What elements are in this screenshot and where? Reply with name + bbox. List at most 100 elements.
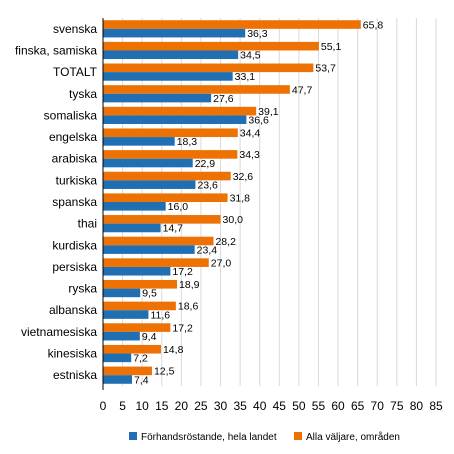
bar-forhandsrostande-engelska (103, 137, 175, 146)
bar-alla-valjare-vietnamesiska (103, 323, 171, 332)
bar-forhandsrostande-svenska (103, 28, 246, 38)
value-label-alla-valjare-totalt: 53,7 (315, 63, 336, 75)
bar-alla-valjare-finska-samiska (103, 41, 319, 51)
bar-alla-valjare-estniska (103, 366, 152, 376)
category-label-albanska: albanska (49, 303, 97, 317)
bar-alla-valjare-albanska (103, 301, 176, 311)
value-label-alla-valjare-kinesiska: 14,8 (163, 344, 184, 356)
value-label-forhandsrostande-kinesiska: 7,2 (133, 353, 148, 365)
x-tick-label-25: 25 (194, 399, 208, 413)
bar-alla-valjare-persiska (103, 258, 209, 267)
bar-forhandsrostande-kinesiska (103, 353, 132, 363)
value-label-forhandsrostande-spanska: 16,0 (168, 201, 189, 213)
bar-alla-valjare-kurdiska (103, 236, 214, 246)
value-label-forhandsrostande-thai: 14,7 (163, 223, 184, 235)
x-tick-label-20: 20 (175, 399, 189, 413)
x-tick-label-35: 35 (233, 399, 247, 413)
x-tick-label-10: 10 (135, 399, 149, 413)
value-label-alla-valjare-arabiska: 34,3 (239, 149, 260, 161)
bar-forhandsrostande-persiska (103, 266, 171, 276)
value-label-alla-valjare-spanska: 31,8 (230, 193, 251, 205)
value-label-alla-valjare-tyska: 47,7 (292, 84, 313, 96)
category-label-persiska: persiska (52, 260, 97, 274)
x-tick-label-40: 40 (253, 399, 267, 413)
bar-alla-valjare-tyska (103, 85, 290, 94)
x-tick-label-50: 50 (292, 399, 306, 413)
category-label-kurdiska: kurdiska (52, 238, 97, 252)
category-label-totalt: TOTALT (53, 65, 98, 79)
bar-alla-valjare-svenska (103, 20, 361, 29)
value-label-forhandsrostande-kurdiska: 23,4 (197, 244, 218, 256)
bar-forhandsrostande-vietnamesiska (103, 331, 140, 341)
x-tick-label-65: 65 (351, 399, 365, 413)
x-tick-label-80: 80 (410, 399, 424, 413)
value-label-forhandsrostande-tyska: 27,6 (213, 93, 234, 105)
x-axis: 0 5 10 15 20 25 30 35 40 45 50 55 60 65 70 75 80 85 (100, 18, 443, 413)
category-label-thai: thai (78, 217, 97, 231)
bars (103, 20, 361, 384)
value-label-forhandsrostande-engelska: 18,3 (177, 136, 198, 148)
bar-forhandsrostande-thai (103, 223, 161, 233)
value-label-forhandsrostande-arabiska: 22,9 (195, 158, 216, 170)
x-tick-label-85: 85 (429, 399, 443, 413)
bar-forhandsrostande-albanska (103, 310, 149, 319)
value-label-alla-valjare-vietnamesiska: 17,2 (172, 322, 193, 334)
x-tick-label-70: 70 (371, 399, 385, 413)
bar-alla-valjare-kinesiska (103, 344, 161, 354)
value-label-forhandsrostande-vietnamesiska: 9,4 (142, 331, 157, 343)
legend-label-alla-valjare: Alla väljare, områden (306, 431, 400, 443)
value-label-forhandsrostande-persiska: 17,2 (172, 266, 193, 278)
value-label-alla-valjare-thai: 30,0 (223, 214, 244, 226)
category-label-arabiska: arabiska (52, 152, 98, 166)
bar-forhandsrostande-finska-samiska (103, 50, 239, 60)
bar-alla-valjare-ryska (103, 279, 178, 289)
x-tick-label-60: 60 (331, 399, 345, 413)
legend-swatch-alla-valjare (294, 432, 302, 440)
category-label-vietnamesiska: vietnamesiska (21, 325, 97, 339)
legend-swatch-forhandsrostande (129, 432, 137, 440)
value-label-forhandsrostande-ryska: 9,5 (142, 288, 157, 300)
legend-label-forhandsrostande: Förhandsröstande, hela landet (141, 432, 277, 443)
value-label-forhandsrostande-totalt: 33,1 (235, 71, 256, 83)
value-label-alla-valjare-finska-samiska: 55,1 (321, 41, 342, 53)
bar-forhandsrostande-tyska (103, 93, 212, 103)
bar-forhandsrostande-turkiska (103, 180, 196, 189)
value-label-forhandsrostande-somaliska: 36,6 (248, 115, 269, 127)
bar-forhandsrostande-spanska (103, 202, 166, 211)
x-tick-label-30: 30 (214, 399, 228, 413)
value-label-alla-valjare-kurdiska: 28,2 (215, 236, 236, 248)
x-tick-label-45: 45 (273, 399, 287, 413)
bar-alla-valjare-totalt (103, 63, 314, 73)
legend: Förhandsröstande, hela landet Alla välja… (129, 431, 400, 443)
x-tick-label-0: 0 (100, 399, 107, 413)
category-label-finska-samiska: finska, samiska (15, 43, 97, 57)
value-label-alla-valjare-somaliska: 39,1 (258, 106, 279, 118)
value-label-forhandsrostande-albanska: 11,6 (150, 309, 170, 321)
value-label-forhandsrostande-finska-samiska: 34,5 (240, 50, 261, 62)
bar-alla-valjare-arabiska (103, 150, 238, 159)
value-label-alla-valjare-turkiska: 32,6 (233, 171, 254, 183)
category-label-engelska: engelska (49, 130, 97, 144)
bar-forhandsrostande-estniska (103, 375, 132, 384)
bar-alla-valjare-turkiska (103, 171, 231, 181)
bar-alla-valjare-spanska (103, 193, 228, 202)
value-label-alla-valjare-engelska: 34,4 (240, 128, 261, 140)
category-label-kinesiska: kinesiska (48, 347, 98, 361)
value-label-forhandsrostande-estniska: 7,4 (134, 374, 149, 386)
value-label-alla-valjare-albanska: 18,6 (178, 301, 199, 313)
x-tick-label-55: 55 (312, 399, 326, 413)
bar-forhandsrostande-arabiska (103, 158, 193, 168)
value-label-forhandsrostande-turkiska: 23,6 (197, 179, 218, 191)
bar-forhandsrostande-ryska (103, 288, 141, 298)
x-tick-label-75: 75 (390, 399, 404, 413)
category-label-tyska: tyska (69, 87, 97, 101)
value-label-alla-valjare-ryska: 18,9 (179, 279, 200, 291)
category-label-svenska: svenska (53, 22, 97, 36)
bar-forhandsrostande-somaliska (103, 115, 247, 125)
category-labels: svenska finska, samiska TOTALT tyska somalis… (15, 22, 98, 382)
category-label-estniska: estniska (53, 368, 97, 382)
value-label-alla-valjare-persiska: 27,0 (211, 257, 232, 269)
value-labels: 65,8 36,3 55,1 34,5 53,7 33,1 47,7 27,6 39,136,6… (133, 19, 383, 386)
bar-forhandsrostande-totalt (103, 72, 233, 81)
x-tick-label-15: 15 (155, 399, 169, 413)
